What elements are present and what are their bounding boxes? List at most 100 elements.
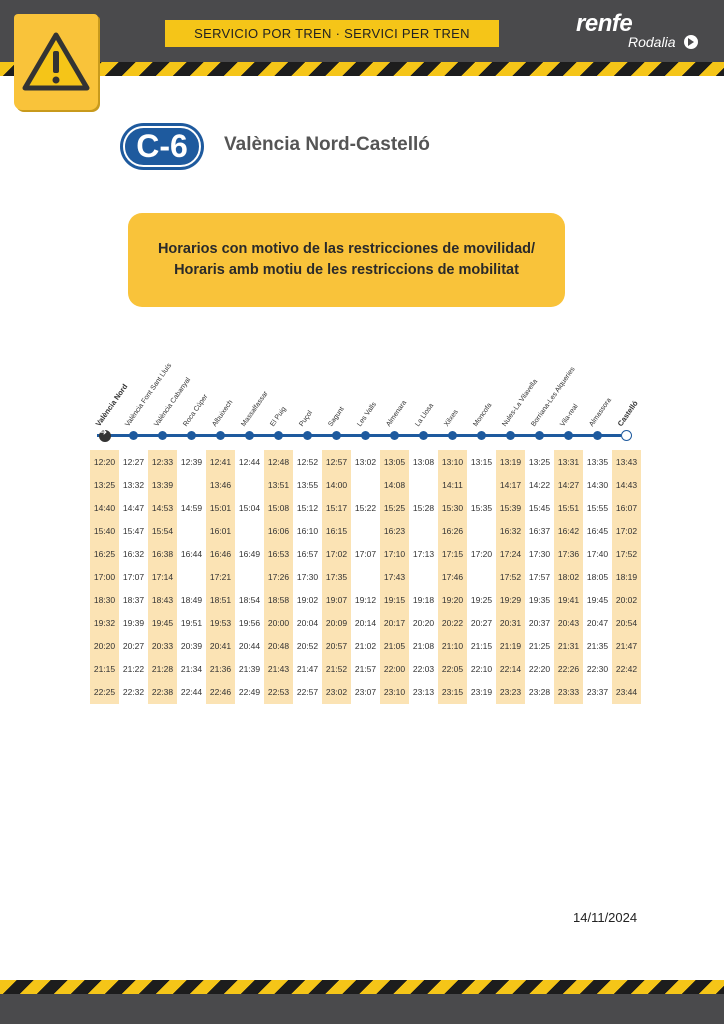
departure-time: 14:59 — [180, 503, 203, 513]
departure-time: 22:03 — [412, 664, 435, 674]
departure-time: 21:47 — [296, 664, 319, 674]
departure-time: 17:52 — [615, 549, 638, 559]
departure-time: 21:19 — [499, 641, 522, 651]
departure-time: 17:57 — [528, 572, 551, 582]
departure-time: 16:38 — [151, 549, 174, 559]
departure-time: 15:01 — [209, 503, 232, 513]
departure-time: 14:08 — [383, 480, 406, 490]
departure-time: 19:39 — [122, 618, 145, 628]
departure-time: 19:29 — [499, 595, 522, 605]
sub-brand-name: Rodalia — [628, 34, 676, 50]
departure-time: 17:10 — [383, 549, 406, 559]
departure-time: 23:23 — [499, 687, 522, 697]
departure-time: 22:26 — [557, 664, 580, 674]
station-name: Castelló — [615, 398, 640, 428]
departure-time: 16:32 — [122, 549, 145, 559]
departure-time: 20:20 — [93, 641, 116, 651]
departure-time: 14:30 — [586, 480, 609, 490]
departure-time: 18:58 — [267, 595, 290, 605]
departure-time: 13:39 — [151, 480, 174, 490]
departure-time: 13:25 — [528, 457, 551, 467]
departure-time: 19:20 — [441, 595, 464, 605]
departure-time: 23:28 — [528, 687, 551, 697]
departure-time: 14:11 — [442, 480, 463, 490]
departure-time: 20:27 — [470, 618, 493, 628]
departure-time: 12:27 — [122, 457, 145, 467]
departure-time: 22:20 — [528, 664, 551, 674]
departure-time: 20:41 — [209, 641, 232, 651]
rodalia-arrow-icon — [684, 35, 698, 49]
station-name: Moncofa — [471, 401, 493, 428]
departure-time: 15:25 — [383, 503, 406, 513]
departure-time: 18:43 — [151, 595, 174, 605]
departure-time: 20:47 — [586, 618, 609, 628]
departure-time: 19:56 — [238, 618, 261, 628]
station-name: Puçol — [297, 409, 314, 428]
departure-time: 15:04 — [238, 503, 261, 513]
departure-time: 20:14 — [354, 618, 377, 628]
line-badge: C-6 — [120, 123, 204, 170]
departure-time: 21:15 — [93, 664, 116, 674]
departure-time: 15:35 — [470, 503, 493, 513]
departure-time: 12:52 — [296, 457, 319, 467]
departure-time: 14:47 — [122, 503, 145, 513]
departure-time: 20:02 — [615, 595, 638, 605]
departure-time: 21:05 — [383, 641, 406, 651]
departure-time: 12:39 — [180, 457, 203, 467]
station-name: Sagunt — [326, 405, 346, 428]
departure-time: 13:25 — [93, 480, 116, 490]
departure-time: 16:32 — [499, 526, 522, 536]
departure-time: 17:36 — [557, 549, 580, 559]
station-name: El Puig — [268, 405, 288, 428]
departure-time: 20:33 — [151, 641, 174, 651]
station-name: Les Valls — [355, 401, 378, 428]
departure-time: 21:31 — [557, 641, 580, 651]
timetable-column — [554, 450, 583, 704]
departure-time: 19:53 — [209, 618, 232, 628]
departure-time: 15:22 — [354, 503, 377, 513]
departure-time: 23:33 — [557, 687, 580, 697]
departure-time: 19:02 — [296, 595, 319, 605]
station-name: Albuixech — [210, 399, 234, 428]
stop-marker — [535, 431, 544, 440]
departure-time: 20:39 — [180, 641, 203, 651]
departure-time: 20:52 — [296, 641, 319, 651]
departure-time: 18:05 — [586, 572, 609, 582]
route-line — [97, 434, 621, 437]
departure-time: 17:07 — [122, 572, 145, 582]
departure-time: 16:10 — [296, 526, 319, 536]
departure-time: 16:49 — [238, 549, 261, 559]
departure-time: 21:43 — [267, 664, 290, 674]
departure-time: 15:12 — [296, 503, 319, 513]
departure-time: 12:48 — [267, 457, 290, 467]
departure-time: 21:02 — [354, 641, 377, 651]
departure-time: 19:41 — [557, 595, 580, 605]
departure-time: 17:00 — [93, 572, 116, 582]
departure-time: 21:28 — [151, 664, 174, 674]
route-title: València Nord-Castelló — [224, 134, 430, 155]
departure-time: 21:25 — [528, 641, 551, 651]
notice-box: Horarios con motivo de las restricciones… — [128, 213, 565, 307]
departure-time: 18:30 — [93, 595, 116, 605]
warning-triangle-icon — [22, 32, 90, 91]
departure-time: 15:54 — [151, 526, 174, 536]
departure-time: 17:30 — [296, 572, 319, 582]
departure-time: 22:30 — [586, 664, 609, 674]
station-name: Roca Cúper — [181, 393, 209, 428]
origin-stop-icon — [98, 428, 111, 442]
departure-time: 16:57 — [296, 549, 319, 559]
departure-time: 22:00 — [383, 664, 406, 674]
departure-time: 21:39 — [238, 664, 261, 674]
departure-time: 21:10 — [441, 641, 464, 651]
departure-time: 17:07 — [354, 549, 377, 559]
departure-time: 13:02 — [354, 457, 377, 467]
departure-time: 21:57 — [354, 664, 377, 674]
departure-time: 23:10 — [383, 687, 406, 697]
departure-time: 21:22 — [122, 664, 145, 674]
departure-time: 23:37 — [586, 687, 609, 697]
departure-time: 14:27 — [557, 480, 580, 490]
departure-time: 17:02 — [325, 549, 348, 559]
departure-time: 22:05 — [441, 664, 464, 674]
departure-time: 12:41 — [209, 457, 232, 467]
timetable-column — [322, 450, 351, 704]
